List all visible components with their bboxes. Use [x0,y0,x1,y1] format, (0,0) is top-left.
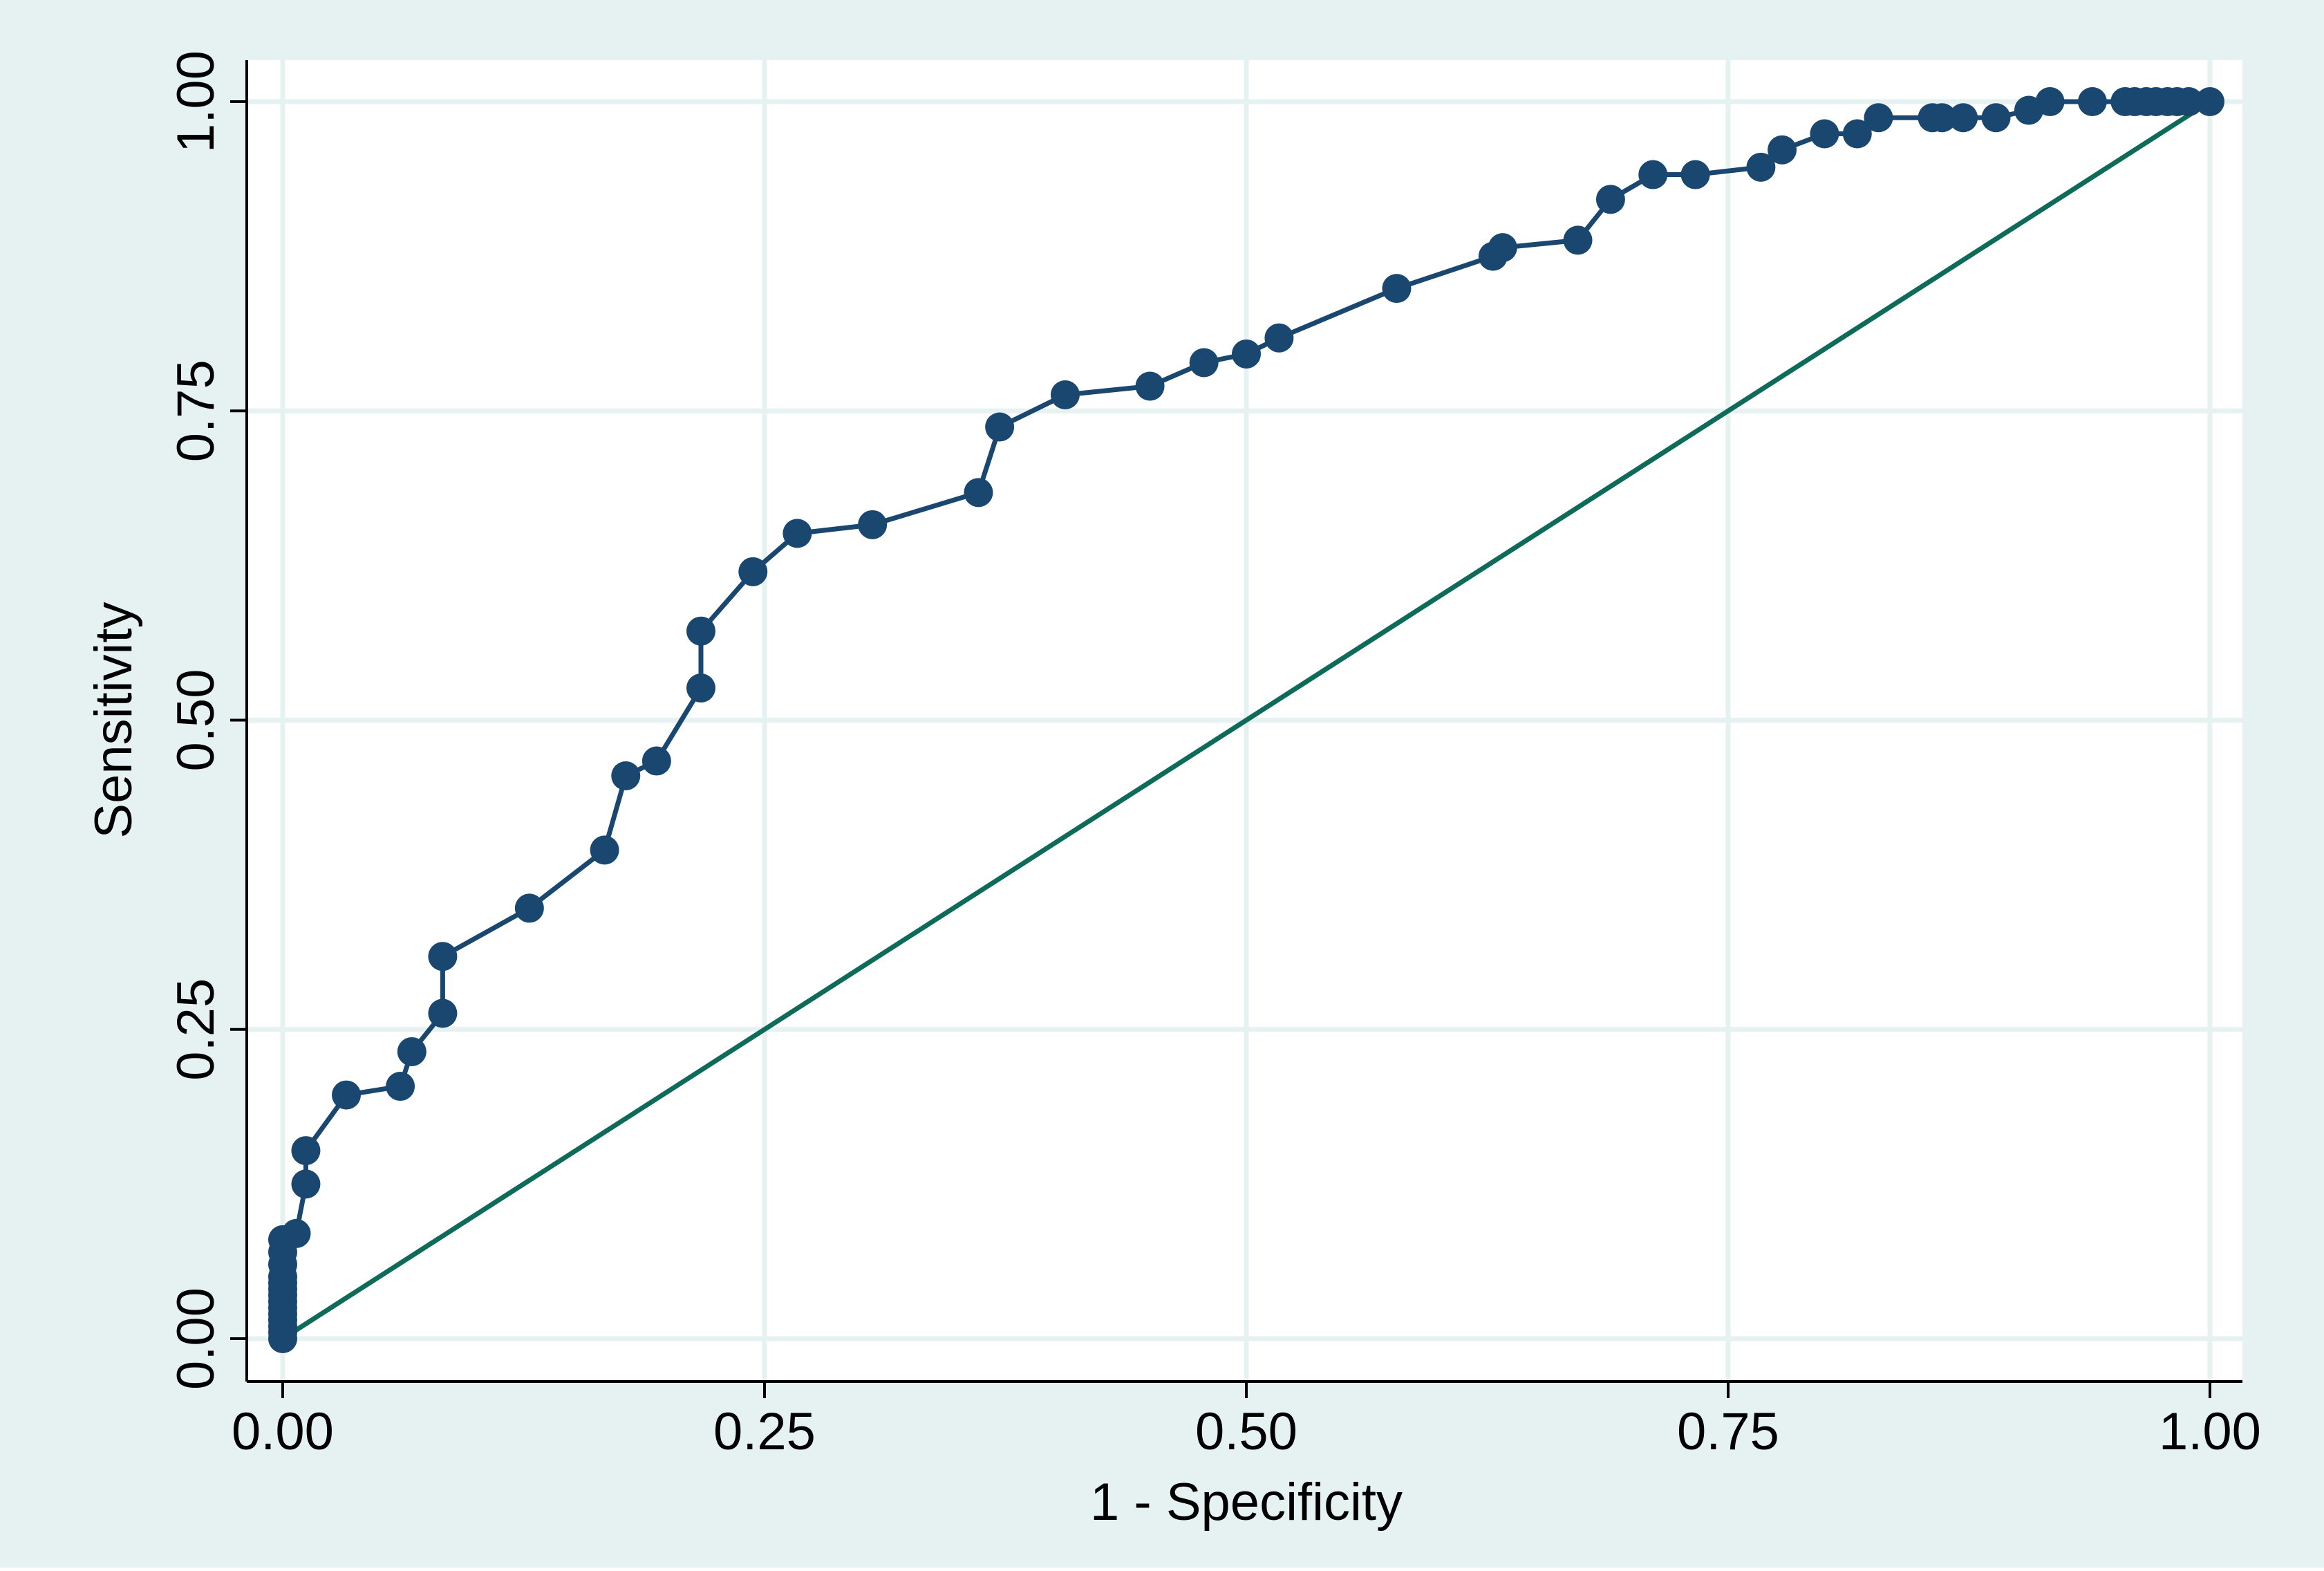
axes: 0.000.00 0.25 0.25 0.50 0.50 0.75 0.75 1.00 1.00 [167,50,2261,1461]
roc-point [783,519,812,548]
roc-point [1382,274,1412,304]
x-axis-title: 1 - Specificity [1090,1473,1403,1532]
roc-point [590,835,619,865]
roc-point [985,412,1015,442]
roc-point [291,1136,321,1166]
roc-point [1050,380,1080,409]
roc-point [858,510,888,539]
roc-point [686,616,715,646]
reference-diagonal-line [281,100,2211,1341]
y-tick-label: 0.50 [167,669,225,772]
roc-point [332,1080,362,1110]
x-tick-label: 0.00 [232,1402,334,1461]
x-tick-label: 0.75 [1677,1402,1779,1461]
roc-point [2195,87,2224,116]
roc-point [1680,160,1710,189]
roc-point [1768,135,1797,165]
reference-line [281,100,2211,1341]
y-tick-label: 0.00 [167,1288,225,1390]
roc-point [1563,225,1593,255]
roc-point [1842,119,1872,149]
roc-point [514,893,544,923]
axis-labels: 1 - Specificity Sensitivity [84,602,1403,1532]
roc-point [1232,339,1261,369]
roc-point [2077,87,2107,116]
x-tick-label: 0.25 [713,1402,816,1461]
roc-point [1927,103,1957,133]
roc-point [641,746,671,776]
roc-point [738,557,768,586]
roc-points [268,87,2224,1353]
y-tick-label: 0.75 [167,360,225,462]
x-tick-label: 0.50 [1195,1402,1297,1461]
roc-point [1746,152,1776,182]
roc-point [2174,87,2204,116]
roc-point [1981,103,2011,133]
roc-point [397,1037,427,1066]
roc-point [1949,103,1978,133]
roc-point [1488,233,1517,263]
roc-point [1264,323,1294,353]
x-tick-label: 1.00 [2159,1402,2261,1461]
roc-point [964,478,993,508]
roc-point [386,1072,415,1101]
roc-point [1189,348,1219,378]
roc-point [1638,160,1668,189]
roc-point [1595,185,1625,214]
roc-point [428,998,458,1028]
y-axis-title: Sensitivity [84,602,143,838]
y-tick-label: 1.00 [167,50,225,153]
roc-point [1864,103,1893,133]
roc-point [1135,371,1165,401]
roc-point [1810,119,1839,149]
roc-point [428,942,458,972]
roc-point [611,761,641,791]
roc-point [2035,87,2065,116]
grid-lines [247,60,2242,1382]
roc-point [281,1218,311,1248]
roc-point [291,1169,321,1199]
roc-point [686,673,715,703]
y-tick-label: 0.25 [167,978,225,1081]
